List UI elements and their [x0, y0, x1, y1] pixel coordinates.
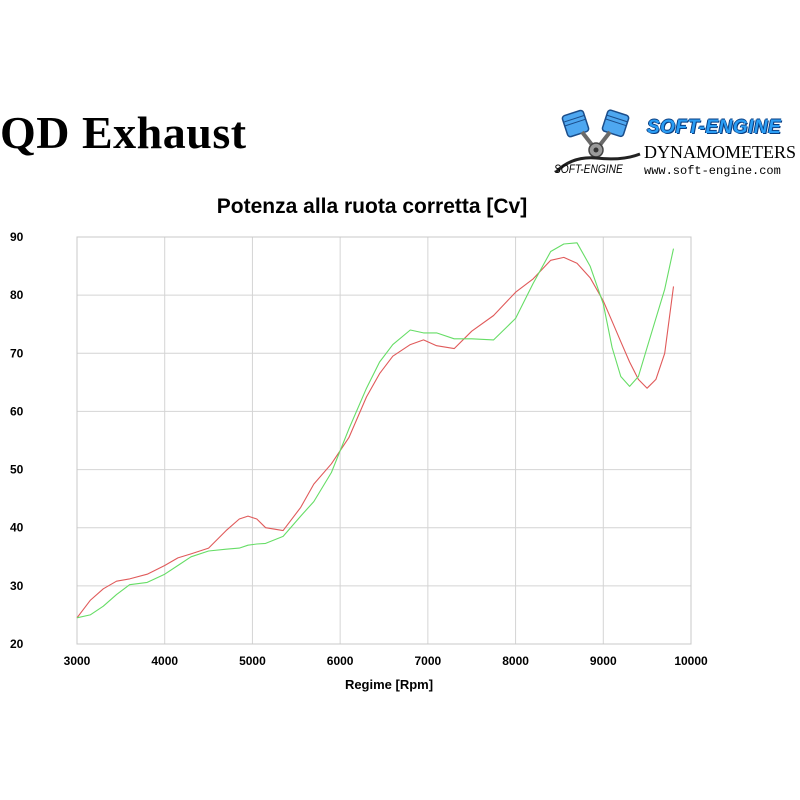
x-tick-label: 10000 — [674, 654, 708, 668]
page-title: QD Exhaust — [0, 107, 247, 158]
x-tick-label: 6000 — [327, 654, 354, 668]
logo-mark-text: SOFT-ENGINE — [554, 162, 623, 176]
soft-engine-logo: SOFT-ENGINE DYNAMOMETERS www.soft-engine… — [552, 106, 800, 188]
y-tick-label: 70 — [10, 346, 24, 360]
logo-subtitle: DYNAMOMETERS — [644, 142, 797, 162]
x-tick-label: 7000 — [415, 654, 442, 668]
series-line-2 — [76, 242, 675, 619]
chart-grid — [76, 236, 692, 645]
y-tick-label: 40 — [10, 521, 24, 535]
x-tick-label: 9000 — [590, 654, 617, 668]
logo-url: www.soft-engine.com — [644, 164, 781, 178]
y-tick-label: 80 — [10, 288, 24, 302]
x-tick-label: 4000 — [151, 654, 178, 668]
plot-frame — [76, 236, 692, 645]
logo-brand: SOFT-ENGINE — [647, 117, 782, 138]
x-tick-label: 8000 — [502, 654, 529, 668]
y-tick-label: 30 — [10, 579, 24, 593]
y-tick-label: 90 — [10, 230, 24, 244]
chart-title: Potenza alla ruota corretta [Cv] — [217, 195, 527, 218]
x-axis-ticks: 3000 4000 5000 6000 7000 8000 9000 10000 — [64, 654, 708, 668]
engine-pistons-icon — [561, 109, 630, 158]
x-tick-label: 3000 — [64, 654, 91, 668]
series-line-1 — [76, 256, 675, 619]
x-axis-label: Regime [Rpm] — [345, 677, 433, 692]
y-tick-label: 20 — [10, 637, 24, 651]
logo-swoosh-icon — [554, 152, 641, 174]
x-tick-label: 5000 — [239, 654, 266, 668]
y-tick-label: 60 — [10, 404, 24, 418]
y-axis-ticks: 20 30 40 50 60 70 80 90 — [10, 230, 24, 651]
y-tick-label: 50 — [10, 463, 24, 477]
chart-series — [76, 242, 675, 619]
